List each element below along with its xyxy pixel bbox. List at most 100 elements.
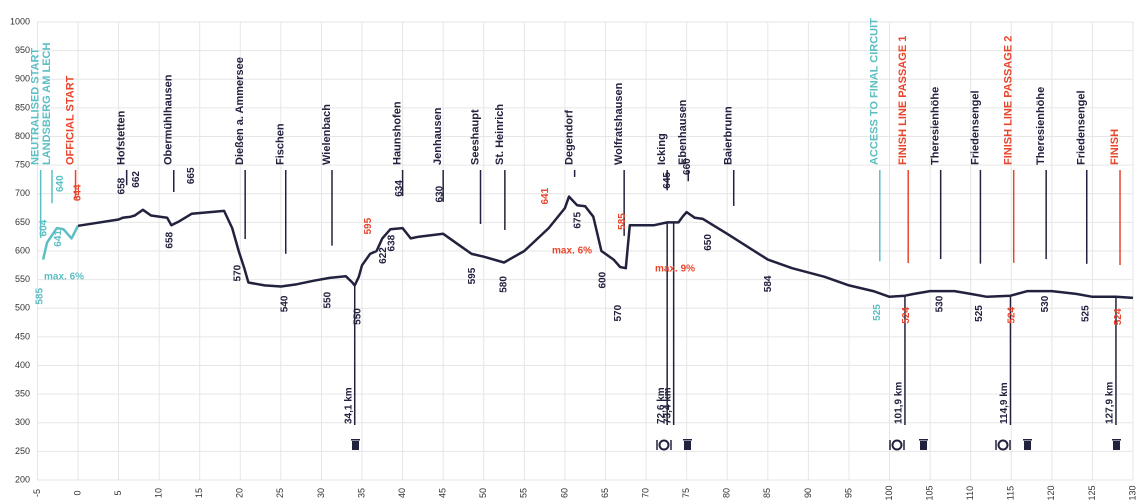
x-tick-label: 0	[72, 490, 82, 495]
y-tick-label: 1000	[10, 16, 30, 26]
x-tick-label: 65	[600, 488, 610, 498]
y-tick-label: 450	[15, 331, 30, 341]
elevation-label: 650	[703, 234, 714, 251]
trash-icon	[1112, 439, 1121, 450]
place-label: Friedensengel	[969, 90, 981, 165]
elevation-label: 658	[164, 231, 175, 248]
place-label: NEUTRALISED START	[30, 48, 42, 165]
x-tick-label: 115	[1006, 486, 1016, 500]
place-label: Theresienhöhe	[930, 87, 942, 165]
distance-label: 73,4 km	[662, 387, 673, 424]
elevation-label: 638	[387, 234, 398, 251]
y-tick-label: 800	[15, 131, 30, 141]
x-tick-label: 75	[681, 488, 691, 498]
place-label: Fischen	[275, 123, 287, 165]
elevation-label: 595	[363, 217, 374, 234]
y-tick-label: 850	[15, 102, 30, 112]
x-tick-label: 60	[559, 488, 569, 498]
x-tick-label: 10	[154, 488, 164, 498]
place-label: Wielenbach	[321, 104, 333, 165]
x-tick-label: 100	[884, 485, 894, 500]
elevation-label: 584	[763, 275, 774, 292]
feed-icon	[656, 439, 672, 451]
gradient-label: max. 6%	[44, 272, 84, 283]
elevation-label: 600	[598, 271, 609, 288]
x-tick-label: 105	[924, 485, 934, 500]
trash-icon	[1023, 439, 1032, 450]
elevation-label: 675	[573, 212, 584, 229]
place-label: Theresienhöhe	[1035, 87, 1047, 165]
place-label: FINISH LINE PASSAGE 2	[1003, 36, 1015, 165]
x-tick-label: 110	[965, 486, 975, 500]
elevation-label: 662	[131, 171, 142, 188]
x-tick-label: 130	[1127, 485, 1137, 500]
y-tick-label: 250	[15, 446, 30, 456]
elevation-label: 524	[901, 307, 912, 324]
place-label: Seeshaupt	[469, 109, 481, 165]
place-label: Icking	[656, 133, 668, 165]
elevation-label: 660	[682, 158, 693, 175]
y-tick-label: 750	[15, 160, 30, 170]
gradient-label: max. 9%	[655, 264, 695, 275]
place-label: Friedensengel	[1076, 90, 1088, 165]
feed-icon	[889, 439, 905, 451]
elevation-label: 665	[186, 167, 197, 184]
place-label: LANDSBERG AM LECH	[41, 43, 53, 165]
feed-icon	[995, 439, 1011, 451]
elevation-label: 570	[232, 264, 243, 281]
elevation-label: 658	[116, 177, 127, 194]
x-tick-label: 125	[1087, 485, 1097, 500]
x-tick-label: -5	[32, 489, 42, 497]
x-tick-label: 55	[519, 488, 529, 498]
place-label: Hofstetten	[116, 110, 128, 165]
elevation-label: 530	[934, 295, 945, 312]
elevation-label: 640	[55, 175, 66, 192]
place-label: Ebenhausen	[677, 99, 689, 165]
trash-icon	[919, 439, 928, 450]
elevation-label: 550	[353, 308, 364, 325]
x-tick-label: 50	[478, 488, 488, 498]
elevation-label: 525	[974, 305, 985, 322]
y-tick-label: 600	[15, 245, 30, 255]
x-tick-label: 85	[762, 488, 772, 498]
place-label: Dießen a. Ammersee	[234, 57, 246, 165]
place-label: Jenhausen	[432, 107, 444, 165]
elevation-label: 585	[34, 288, 45, 305]
trash-icon	[683, 439, 692, 450]
elevation-label: 530	[1040, 295, 1051, 312]
x-tick-label: 90	[803, 488, 813, 498]
elevation-label: 634	[394, 180, 405, 197]
elevation-label: 525	[1081, 305, 1092, 322]
y-tick-label: 400	[15, 360, 30, 370]
place-label: Haunshofen	[392, 101, 404, 165]
elevation-line	[41, 225, 80, 260]
distance-label: 127,9 km	[1105, 382, 1116, 424]
elevation-line	[77, 195, 1134, 300]
place-label: Baierbrunn	[723, 106, 735, 165]
place-label: FINISH	[1109, 129, 1121, 165]
y-tick-label: 900	[15, 74, 30, 84]
elevation-label: 630	[435, 185, 446, 202]
elevation-label: 550	[323, 291, 334, 308]
x-tick-label: 95	[843, 488, 853, 498]
y-tick-label: 350	[15, 389, 30, 399]
distance-label: 72,6 km	[656, 387, 667, 424]
x-tick-label: 25	[275, 488, 285, 498]
y-tick-label: 950	[15, 45, 30, 55]
x-tick-label: 20	[235, 488, 245, 498]
x-tick-label: 45	[438, 488, 448, 498]
place-label: FINISH LINE PASSAGE 1	[897, 36, 909, 165]
elevation-label: 604	[39, 219, 50, 236]
y-tick-label: 700	[15, 188, 30, 198]
place-label: OFFICIAL START	[64, 75, 76, 165]
elevation-label: 524	[1007, 306, 1018, 323]
y-tick-label: 200	[15, 474, 30, 484]
x-tick-label: 35	[356, 488, 366, 498]
place-label: Degendorf	[564, 110, 576, 165]
x-tick-label: 80	[722, 488, 732, 498]
elevation-label: 595	[467, 267, 478, 284]
y-tick-label: 300	[15, 417, 30, 427]
y-tick-label: 650	[15, 217, 30, 227]
distance-label: 114,9 km	[999, 382, 1010, 424]
x-tick-label: 15	[194, 488, 204, 498]
